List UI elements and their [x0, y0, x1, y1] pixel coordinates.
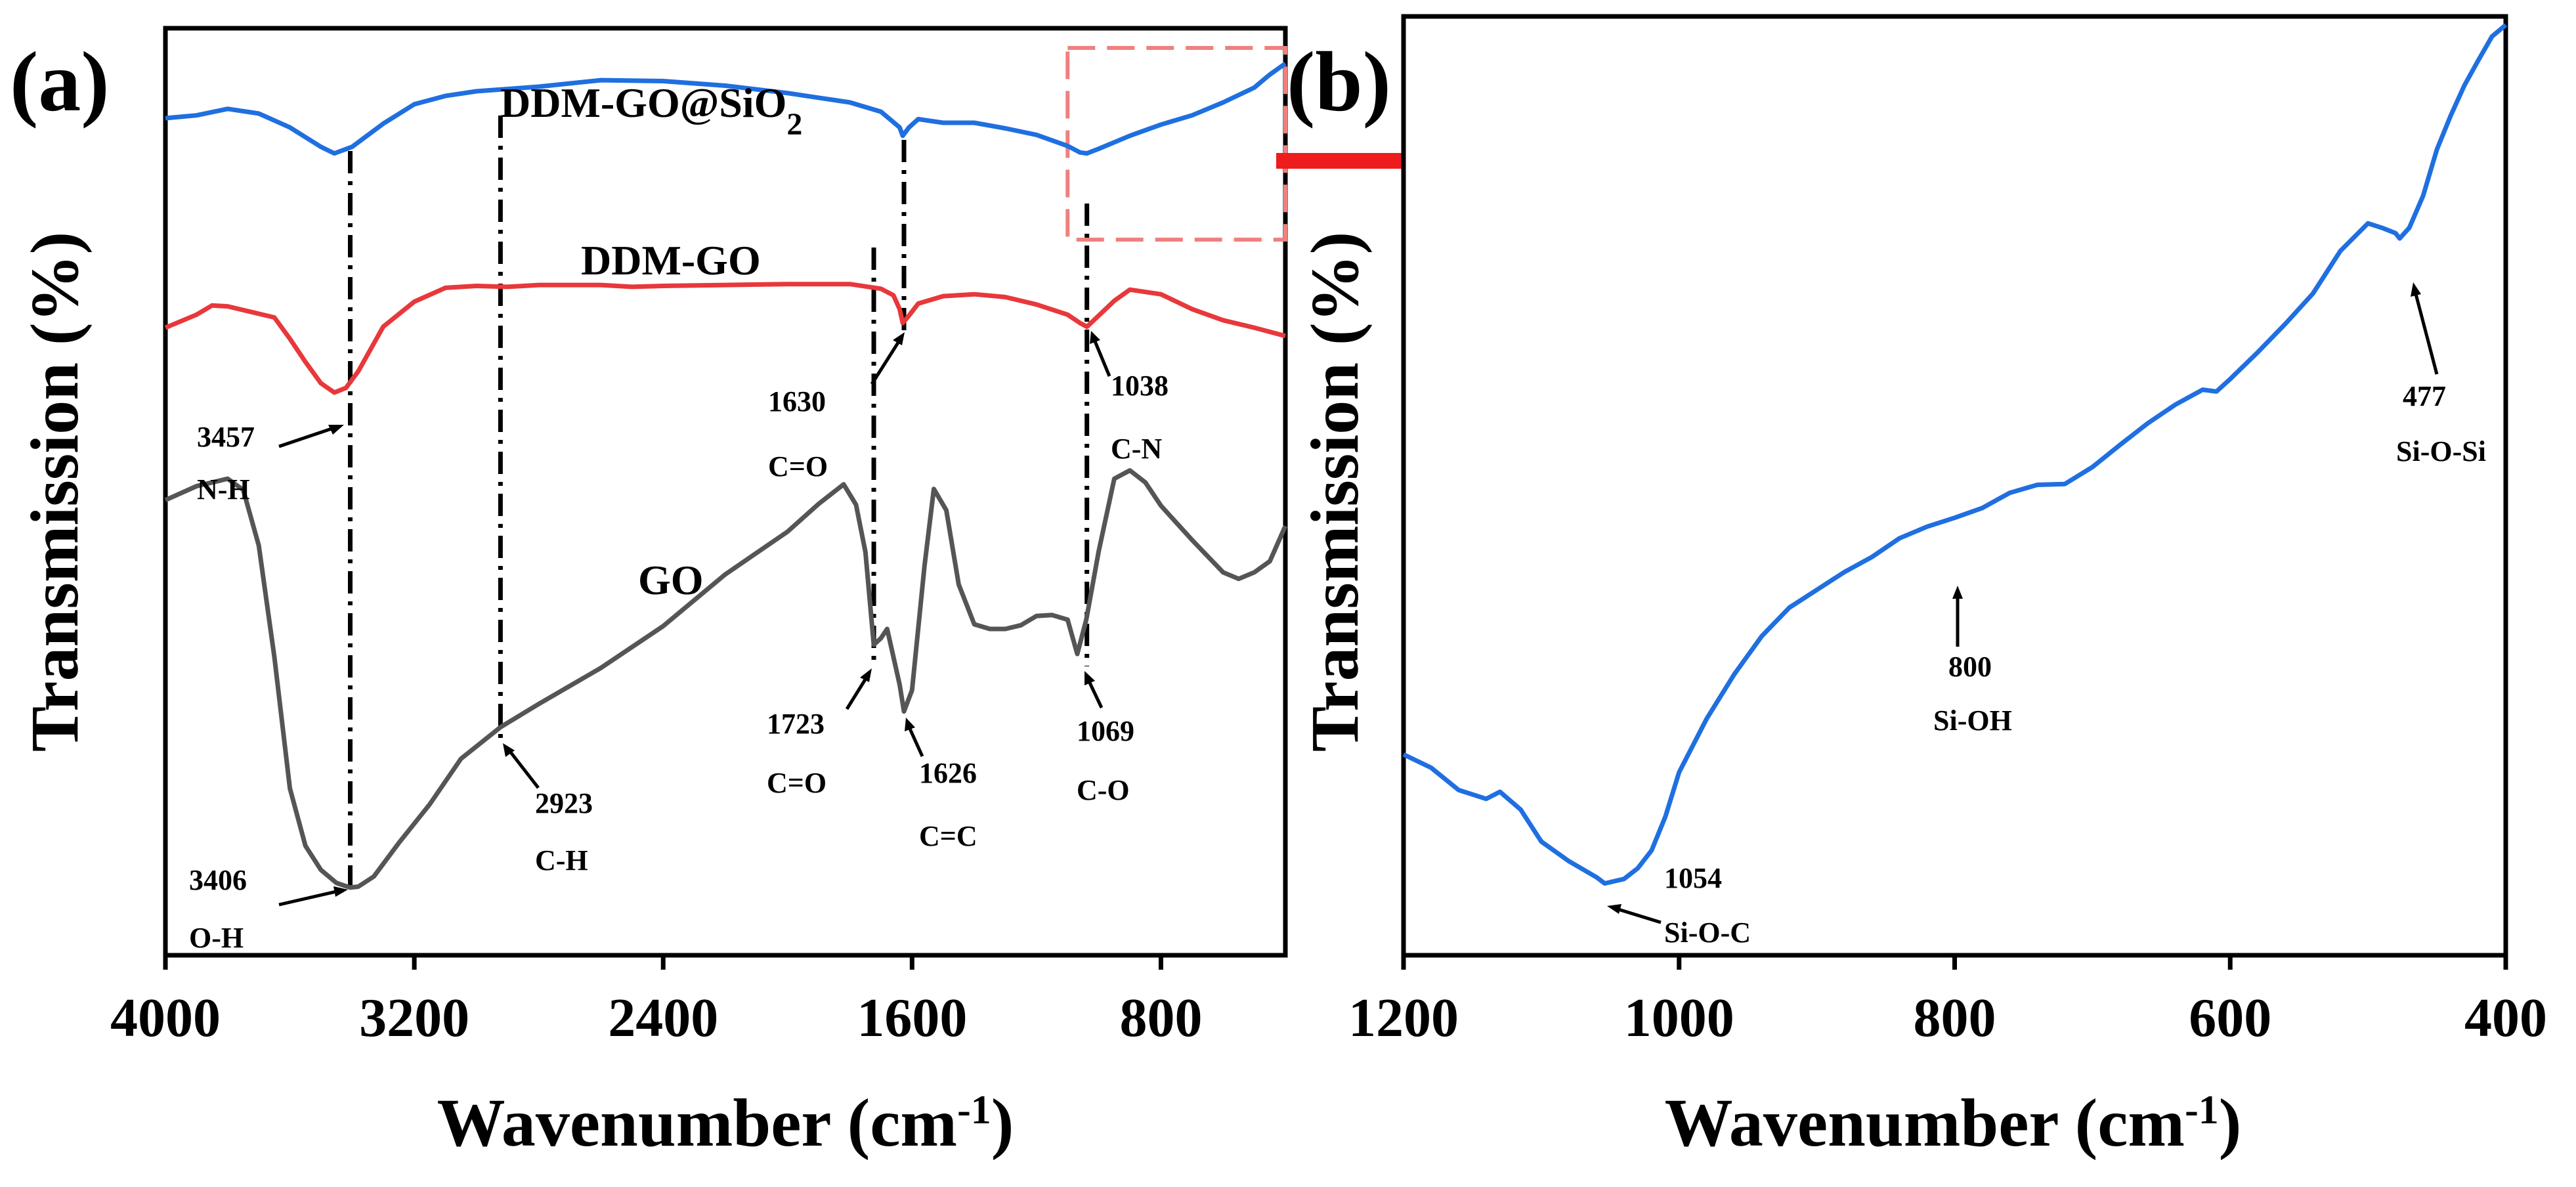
peak-arrow-477: [2414, 293, 2439, 375]
peak-group-800: Si-OH: [1933, 704, 2012, 737]
peak-label-1054: 1054: [1664, 862, 1722, 894]
peak-arrowhead-1038: [1090, 331, 1100, 344]
peak-arrowhead-1069: [1084, 671, 1095, 685]
peak-label-1630: 1630: [768, 385, 826, 418]
panel-b-x-ticks: 1200 1000 800 600 400: [1348, 955, 2547, 1048]
panel-a-tick-label-800: 800: [1119, 987, 1202, 1048]
panel-b-tick-label-600: 600: [2189, 987, 2271, 1048]
peak-arrowhead-800: [1952, 586, 1963, 599]
peak-label-1038: 1038: [1111, 370, 1169, 402]
peak-group-1723: C=O: [767, 767, 826, 799]
panel-b-annotations: 1054 Si-O-C 800 Si-OH 477 Si-O-Si: [1607, 282, 2486, 949]
zoom-connector: [1276, 153, 1404, 169]
peak-label-1069: 1069: [1077, 715, 1134, 747]
panel-a-series: [164, 61, 1288, 890]
peak-group-1054: Si-O-C: [1664, 917, 1751, 949]
panel-a-frame: [163, 26, 1288, 958]
peak-arrowhead-1626: [905, 718, 915, 731]
series-line-zoom: [1402, 23, 2508, 886]
panel-a-tick-label-4000: 4000: [110, 987, 221, 1048]
panel-a-x-ticks: 4000 3200 2400 1600 800: [110, 955, 1202, 1048]
panel-a-annotations: 3457 N-H 1630 C=O 1038 C-N 3406 O-H 2923…: [189, 331, 1169, 954]
peak-group-477: Si-O-Si: [2396, 435, 2486, 467]
panel-b-x-axis-title: Wavenumber (cm-1): [1665, 1085, 2242, 1161]
series-line-go: [164, 468, 1288, 890]
peak-arrow-1038: [1093, 341, 1111, 377]
panel-a-tick-label-1600: 1600: [857, 987, 967, 1048]
panel-b-frame: [1401, 14, 2508, 958]
peak-arrow-1626: [908, 727, 924, 758]
peak-label-800: 800: [1948, 651, 1992, 683]
panel-a-x-axis-title: Wavenumber (cm-1): [437, 1085, 1014, 1161]
peak-label-1723: 1723: [767, 708, 825, 740]
peak-group-1038: C-N: [1111, 433, 1162, 465]
panel-a: DDM-GO@SiO2 DDM-GO GO 3457 N-H 1630 C=O …: [10, 26, 1288, 1161]
peak-group-3457: N-H: [197, 473, 250, 506]
peak-arrowhead-3457: [328, 425, 344, 435]
peak-arrowhead-477: [2411, 282, 2421, 297]
highlight-box: [1065, 46, 1288, 242]
panel-b: 1054 Si-O-C 800 Si-OH 477 Si-O-Si 1200 10…: [1287, 14, 2547, 1161]
peak-arrowhead-1723: [860, 668, 872, 682]
peak-arrow-3457: [278, 426, 334, 448]
panel-a-tick-label-3200: 3200: [359, 987, 469, 1048]
peak-arrow-2923: [509, 751, 540, 789]
peak-arrowhead-1054: [1607, 904, 1621, 914]
peak-label-3406: 3406: [189, 864, 247, 896]
series-label-go: GO: [638, 557, 704, 603]
series-line-ddm-go: [164, 282, 1286, 395]
series-label-ddm-go: DDM-GO: [581, 237, 761, 284]
panel-a-guides: [347, 116, 1090, 894]
panel-b-tick-label-1200: 1200: [1348, 987, 1459, 1048]
peak-arrowhead-1630: [893, 332, 905, 345]
panel-a-label: (a): [10, 35, 110, 129]
peak-arrow-1054: [1618, 907, 1662, 924]
peak-arrow-3406: [278, 890, 337, 907]
series-line-ddm-go-sio2: [165, 61, 1287, 156]
panel-b-tick-label-400: 400: [2464, 987, 2547, 1048]
peak-label-2923: 2923: [535, 787, 593, 819]
peak-label-477: 477: [2403, 380, 2446, 412]
panel-b-label: (b): [1287, 35, 1391, 129]
peak-arrow-1723: [845, 678, 867, 710]
peak-arrowhead-2923: [503, 743, 515, 757]
peak-arrow-1069: [1088, 681, 1104, 709]
peak-group-3406: O-H: [189, 922, 244, 954]
panel-a-tick-label-2400: 2400: [608, 987, 718, 1048]
peak-group-1069: C-O: [1077, 774, 1130, 806]
peak-label-1626: 1626: [919, 757, 977, 789]
panel-b-tick-label-1000: 1000: [1624, 987, 1734, 1048]
panel-b-y-axis-title: Transmission (%): [1297, 232, 1373, 752]
panel-b-tick-label-800: 800: [1914, 987, 1996, 1048]
peak-arrowhead-3406: [333, 886, 348, 897]
peak-label-3457: 3457: [197, 421, 255, 453]
peak-group-1626: C=C: [919, 820, 977, 852]
peak-group-1630: C=O: [768, 450, 828, 483]
peak-group-2923: C-H: [535, 844, 588, 876]
series-label-ddm-go-sio2: DDM-GO@SiO2: [500, 79, 802, 142]
panel-a-y-axis-title: Transmission (%): [17, 232, 93, 752]
peak-arrow-1630: [870, 341, 900, 385]
